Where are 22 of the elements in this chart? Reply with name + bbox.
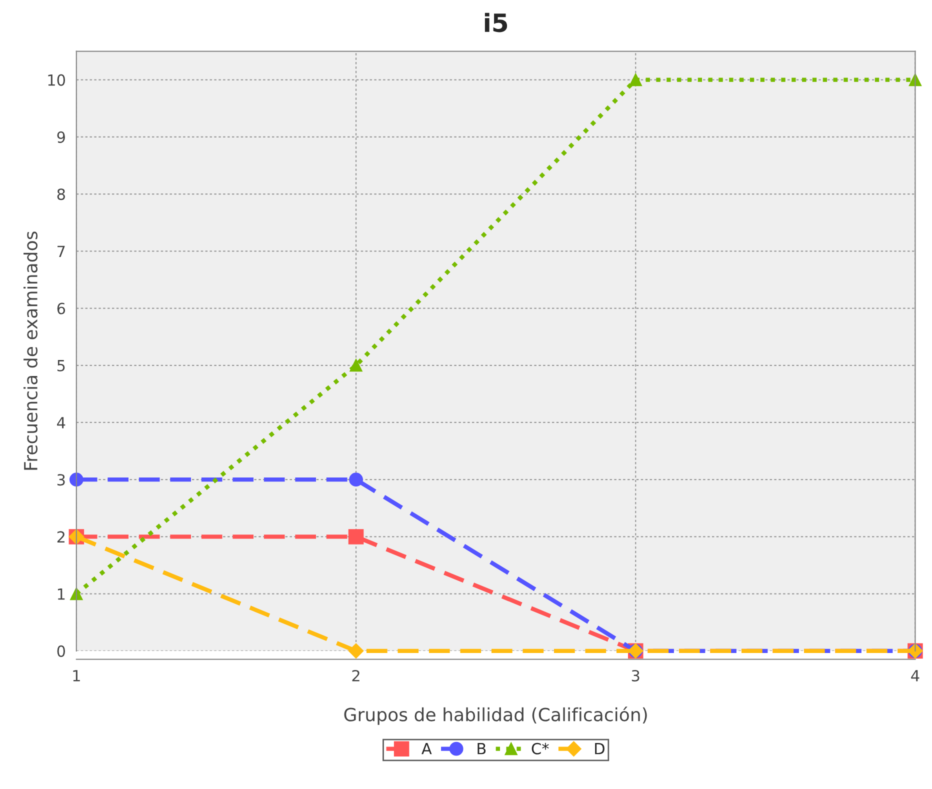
y-tick-label: 2 xyxy=(57,531,64,543)
y-tick-label: 3 xyxy=(57,474,65,486)
y-tick-label: 10 xyxy=(48,74,65,86)
y-tick-label: 7 xyxy=(58,246,65,257)
x-tick-label: 2 xyxy=(352,670,360,682)
x-tick-label: 4 xyxy=(911,670,920,682)
y-axis-title: Frecuencia de examinados xyxy=(24,232,38,470)
chart-title: i5 xyxy=(484,12,508,32)
y-tick-label: 4 xyxy=(57,417,66,428)
legend-label: B xyxy=(478,743,486,754)
x-axis-title: Grupos de habilidad (Calificación) xyxy=(344,706,647,725)
y-tick-label: 1 xyxy=(58,588,65,600)
y-tick-label: 8 xyxy=(57,188,65,200)
x-tick-label: 1 xyxy=(73,670,80,682)
y-tick-label: 9 xyxy=(57,131,65,143)
y-tick-label: 6 xyxy=(57,302,66,314)
x-tick-label: 3 xyxy=(632,670,640,682)
legend-label: A xyxy=(422,743,432,754)
legend-label: C* xyxy=(532,742,549,754)
y-tick-label: 0 xyxy=(57,645,65,657)
y-tick-label: 5 xyxy=(57,360,65,372)
legend-label: D xyxy=(595,743,604,754)
